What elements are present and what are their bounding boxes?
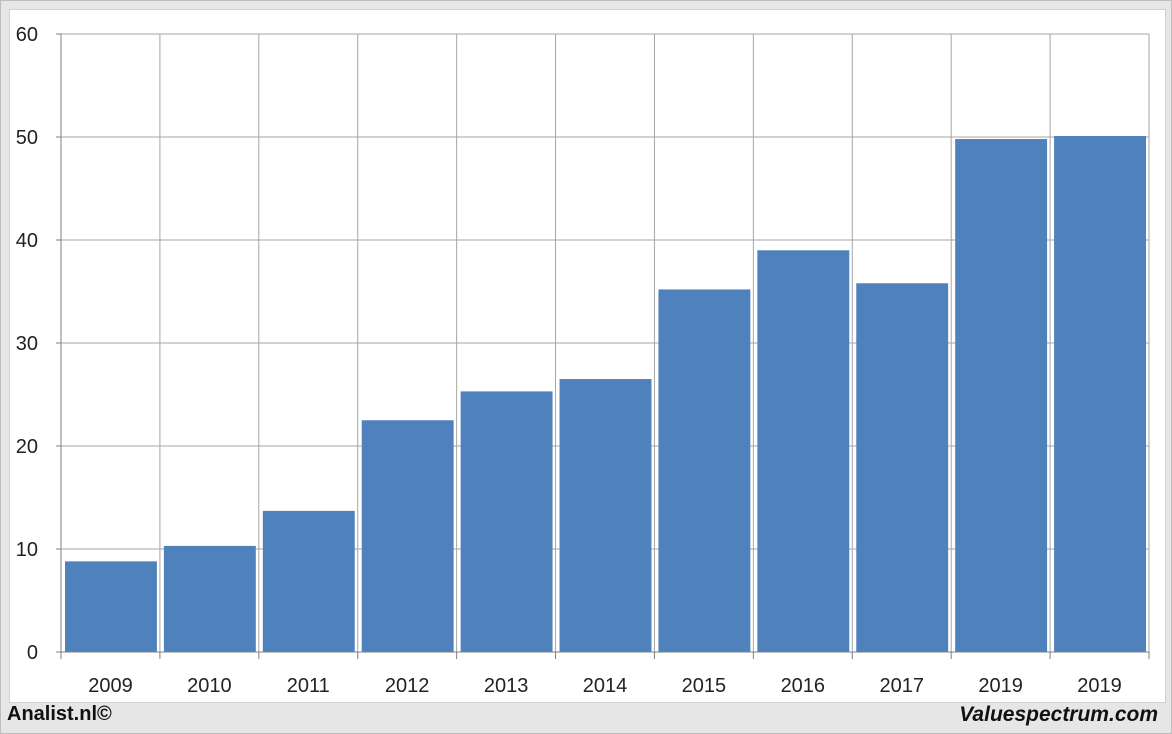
y-tick-label: 50	[16, 127, 38, 149]
x-tick-label: 2012	[385, 675, 430, 697]
bar-2012	[361, 420, 454, 652]
x-tick-label: 2019	[1077, 675, 1122, 697]
bar-2019	[1054, 135, 1146, 653]
x-tick-label: 2014	[583, 675, 628, 697]
bar-2016	[757, 250, 850, 653]
y-tick-label: 40	[16, 230, 38, 252]
y-tick-label: 60	[16, 24, 38, 46]
bar-2010	[163, 545, 256, 652]
bar-2014	[559, 379, 652, 652]
y-tick-label: 20	[16, 436, 38, 458]
footer-left-credit: Analist.nl©	[7, 703, 112, 725]
bar-2013	[460, 391, 553, 652]
bar-2017	[856, 283, 949, 652]
x-tick-label: 2009	[88, 675, 133, 697]
y-tick-label: 30	[16, 333, 38, 355]
x-tick-label: 2011	[287, 675, 330, 697]
x-tick-label: 2010	[187, 675, 232, 697]
footer-right-credit: Valuespectrum.com	[959, 703, 1158, 726]
x-tick-label: 2017	[879, 675, 924, 697]
bar-2011	[262, 510, 355, 652]
x-tick-label: 2016	[781, 675, 826, 697]
bar-2009	[65, 561, 157, 652]
y-tick-label: 0	[27, 642, 38, 664]
x-tick-label: 2013	[484, 675, 529, 697]
x-tick-label: 2015	[682, 675, 727, 697]
bar-2015	[658, 289, 751, 652]
y-tick-label: 10	[16, 539, 38, 561]
x-tick-label: 2019	[978, 675, 1023, 697]
bar-2019	[955, 139, 1048, 652]
